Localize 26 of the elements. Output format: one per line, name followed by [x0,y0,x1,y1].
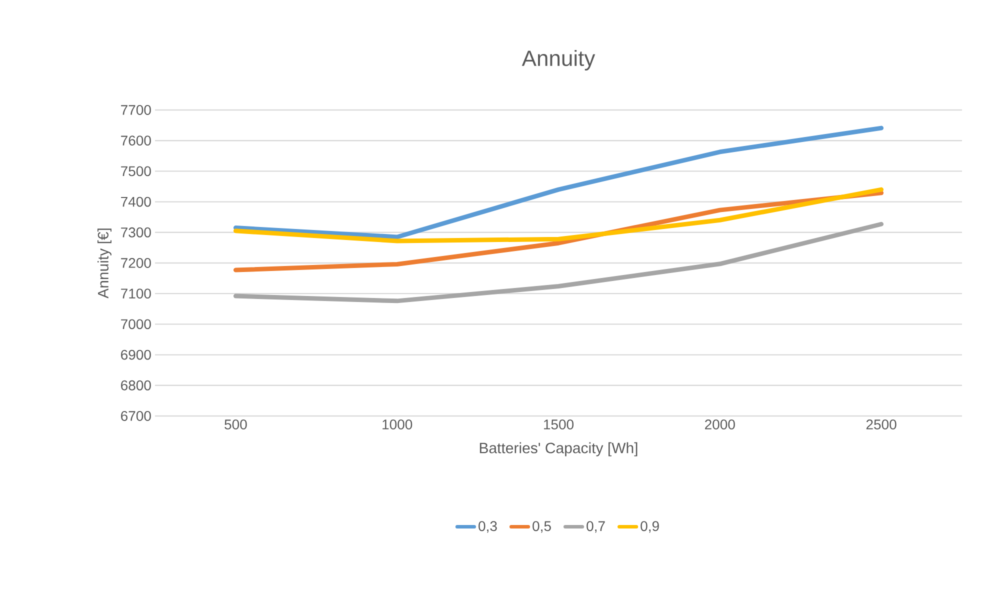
y-tick-label: 7300 [121,227,151,238]
y-tick-label: 6800 [121,380,151,390]
y-tick-label: 7000 [121,319,151,330]
y-tick-label: 6900 [121,350,151,360]
y-tick-label: 7700 [121,105,151,115]
x-tick-label: 1500 [544,420,574,430]
y-tick-label: 7600 [121,136,151,146]
legend-label: 0,5 [532,521,551,533]
chart-title: Annuity [522,50,596,70]
x-tick-label: 2500 [866,420,896,430]
x-tick-label: 1000 [382,420,412,430]
y-axis-title: Annuity [€] [97,228,112,298]
line-series [233,187,884,244]
legend-label: 0,3 [478,521,497,533]
y-tick-label: 7200 [121,258,151,268]
x-tick-label: 2000 [705,420,735,430]
y-tick-label: 7400 [121,196,151,207]
x-tick-label: 500 [224,420,247,430]
y-tick-label: 7500 [121,166,151,176]
line-series [233,222,884,304]
y-tick-label: 7100 [121,288,151,299]
legend-label: 0,7 [586,521,605,533]
legend-label: 0,9 [640,521,659,533]
y-tick-label: 6700 [121,411,151,421]
x-axis-title: Batteries' Capacity [Wh] [480,442,638,456]
line-series [233,126,884,240]
